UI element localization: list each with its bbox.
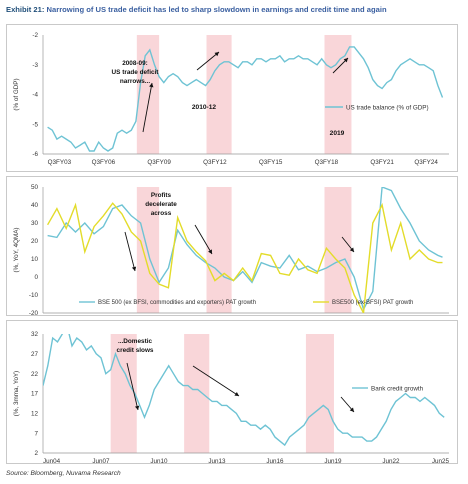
series-line-0 <box>47 46 444 152</box>
shaded-period-0 <box>136 35 160 154</box>
arrow-2008-head <box>149 83 154 88</box>
annotation-2019: 2019 <box>330 130 345 137</box>
legend-label-bse500-ex-bfsi: BSE500 (ex-BFSI) PAT growth <box>332 300 413 306</box>
arrow-2018-head <box>343 58 348 63</box>
y-tick-label: -20 <box>29 310 39 317</box>
y-tick-label: 12 <box>31 411 39 418</box>
shaded-period-1 <box>206 35 232 154</box>
y-tick-label: -2 <box>32 32 38 39</box>
shaded-period-2 <box>324 35 352 154</box>
y-tick-label: -3 <box>32 62 38 69</box>
legend-label: US trade balance (% of GDP) <box>346 104 429 111</box>
exhibit-title-text: Narrowing of US trade deficit has led to… <box>46 5 387 14</box>
y-tick-label: 40 <box>31 202 39 209</box>
arrow-credit-2008 <box>126 362 139 411</box>
y-tick-label: 7 <box>34 430 38 437</box>
x-tick-label: Q3FY03 <box>48 159 72 166</box>
series-line-0 <box>43 334 445 447</box>
y-axis-label: (% of GDP) <box>13 78 20 110</box>
x-tick-label: Q3FY24 <box>414 159 438 166</box>
pat-growth-chart: 50 40 30 20 10 0 -10 -20 (%, YoY, 4QMA) BSE 500 (… <box>13 184 449 317</box>
annotation-profits-line: across <box>151 210 172 217</box>
y-tick-label: 27 <box>31 351 39 358</box>
x-tick-label: Jun16 <box>266 458 284 465</box>
annotation-2008-line: 2008-09: <box>122 60 148 67</box>
x-tick-label: Q3FY18 <box>315 159 339 166</box>
x-tick-label: Jun25 <box>432 458 450 465</box>
annotation-credit-line: credit slows <box>117 347 154 354</box>
x-tick-label: Q3FY15 <box>259 159 283 166</box>
y-tick-label: 20 <box>31 238 39 245</box>
y-tick-label: -5 <box>32 121 38 128</box>
y-axis-label: (%, YoY, 4QMA) <box>13 227 20 272</box>
y-axis-label: (%, 3mma, YoY) <box>13 371 20 417</box>
legend-label-bse500: BSE 500 (ex BFSI, commodities and export… <box>98 300 256 306</box>
shaded-period-1 <box>206 187 232 313</box>
x-tick-label: Jun13 <box>208 458 226 465</box>
trade-balance-chart: -2 -3 -4 -5 -6 (% of GDP) Q3FY03 Q3FY06 Q3FY09 Q3… <box>13 32 449 166</box>
trade-balance-panel: -2 -3 -4 -5 -6 (% of GDP) Q3FY03 Q3FY06 Q3FY09 Q3… <box>6 24 458 172</box>
arrow-profits-2019-head <box>349 247 354 252</box>
annotation-2008-line: narrows... <box>120 78 150 85</box>
pat-growth-panel: 50 40 30 20 10 0 -10 -20 (%, YoY, 4QMA) BSE 500 (… <box>6 176 458 317</box>
x-tick-label: Jun10 <box>150 458 168 465</box>
y-tick-label: 50 <box>31 184 39 191</box>
arrow-credit-2008-head <box>134 405 140 410</box>
x-tick-label: Q3FY12 <box>203 159 227 166</box>
x-tick-label: Jun19 <box>324 458 342 465</box>
annotation-2008-line: US trade deficit <box>112 69 160 76</box>
x-tick-label: Q3FY06 <box>92 159 116 166</box>
exhibit-label: Exhibit 21: <box>6 5 45 14</box>
bank-credit-panel: 32 27 22 17 12 7 2 (%, 3mma, YoY) Jun04 Jun07 Jun1… <box>6 320 458 465</box>
arrow-profits-2008-head <box>131 266 137 271</box>
y-tick-label: 32 <box>31 331 39 338</box>
arrow-2011 <box>196 51 220 71</box>
y-tick-label: 30 <box>31 220 39 227</box>
annotation-credit-line: ...Domestic <box>118 338 153 345</box>
x-tick-label: Jun07 <box>92 458 110 465</box>
source-note: Source: Bloomberg, Nuvama Research <box>6 470 121 477</box>
shaded-period-1 <box>184 334 210 453</box>
y-tick-label: 22 <box>31 371 39 378</box>
bank-credit-chart: 32 27 22 17 12 7 2 (%, 3mma, YoY) Jun04 Jun07 Jun1… <box>13 331 450 465</box>
exhibit-title: Exhibit 21: Narrowing of US trade defici… <box>6 5 387 14</box>
y-tick-label: 10 <box>31 256 39 263</box>
x-tick-label: Q3FY21 <box>370 159 394 166</box>
arrow-credit-2012-head <box>234 391 239 396</box>
arrow-profits-2008 <box>124 231 136 272</box>
arrow-2011-head <box>214 52 219 57</box>
x-tick-label: Q3FY09 <box>147 159 171 166</box>
annotation-2010-12: 2010-12 <box>192 104 217 111</box>
shaded-period-2 <box>324 187 352 313</box>
y-tick-label: 2 <box>34 450 38 457</box>
y-tick-label: 0 <box>34 274 38 281</box>
annotation-profits-line: Profits <box>151 192 172 199</box>
arrow-2008 <box>142 82 153 133</box>
x-tick-label: Jun04 <box>43 458 61 465</box>
y-tick-label: -10 <box>29 292 39 299</box>
shaded-period-2 <box>305 334 334 453</box>
y-tick-label: 17 <box>31 391 39 398</box>
legend-label: Bank credit growth <box>371 385 424 392</box>
arrow-profits-2012-head <box>208 249 212 254</box>
arrow-credit-2019-head <box>349 407 354 412</box>
arrow-credit-2012 <box>192 365 240 397</box>
x-tick-label: Jun22 <box>382 458 400 465</box>
annotation-profits-line: decelerate <box>145 201 177 208</box>
y-tick-label: -6 <box>32 151 38 158</box>
series-line-1 <box>46 202 443 313</box>
y-tick-label: -4 <box>32 92 38 99</box>
arrow-profits-2012 <box>194 224 213 255</box>
series-line-0 <box>47 187 443 312</box>
